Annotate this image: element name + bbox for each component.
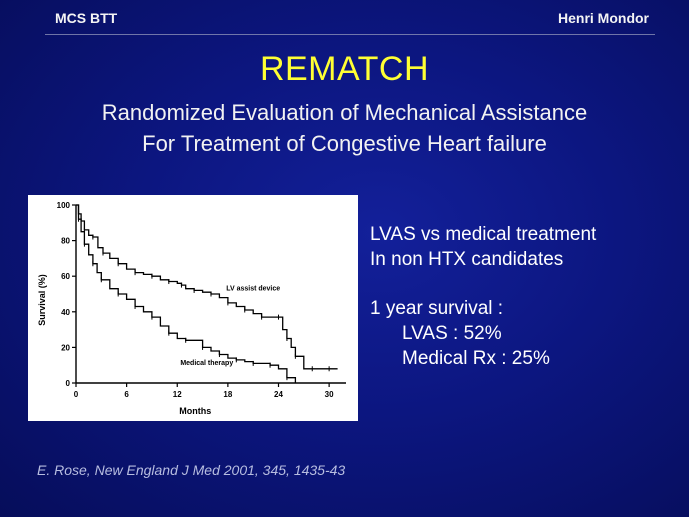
header-divider [45, 34, 655, 35]
y-tick-label: 80 [61, 237, 70, 246]
x-tick-label: 30 [325, 390, 334, 399]
lvad-survival-curve [76, 204, 338, 370]
y-tick-label: 20 [61, 343, 70, 352]
x-tick-label: 18 [223, 390, 232, 399]
header-right-label: Henri Mondor [558, 10, 649, 26]
subtitle-line-2: For Treatment of Congestive Heart failur… [142, 131, 547, 156]
y-tick-label: 40 [61, 308, 70, 317]
y-tick-label: 60 [61, 272, 70, 281]
x-tick-label: 24 [274, 390, 283, 399]
info-line-medical-survival: Medical Rx : 25% [402, 348, 550, 369]
info-line-survival-heading: 1 year survival : [370, 298, 504, 319]
x-axis-title: Months [179, 406, 211, 416]
header-left-label: MCS BTT [55, 10, 118, 26]
x-tick-label: 6 [124, 390, 129, 399]
survival-chart-panel: 0 20 40 60 80 100 0 6 12 18 24 30 Months Survival (%)… [28, 195, 358, 421]
curves-layer [76, 204, 338, 383]
info-line-comparison: LVAS vs medical treatment [370, 224, 597, 245]
x-tick-label: 0 [74, 390, 79, 399]
lvad-curve-label: LV assist device [226, 285, 280, 292]
y-tick-label: 0 [66, 379, 71, 388]
survival-chart: 0 20 40 60 80 100 0 6 12 18 24 30 Months Survival (%)… [37, 201, 346, 416]
info-line-population: In non HTX candidates [370, 249, 564, 270]
axes-layer [72, 204, 346, 387]
labels-layer: 0 20 40 60 80 100 0 6 12 18 24 30 Months Survival (%)… [37, 201, 334, 416]
medical-curve-label: Medical therapy [180, 360, 233, 367]
subtitle-line-1: Randomized Evaluation of Mechanical Assi… [101, 100, 588, 125]
y-tick-label: 100 [57, 201, 71, 210]
medical-survival-curve [76, 204, 297, 383]
slide-title: REMATCH [259, 50, 430, 88]
citation: E. Rose, New England J Med 2001, 345, 14… [37, 462, 346, 478]
x-tick-label: 12 [173, 390, 182, 399]
info-line-lvas-survival: LVAS : 52% [402, 323, 502, 344]
y-axis-title: Survival (%) [37, 274, 47, 326]
